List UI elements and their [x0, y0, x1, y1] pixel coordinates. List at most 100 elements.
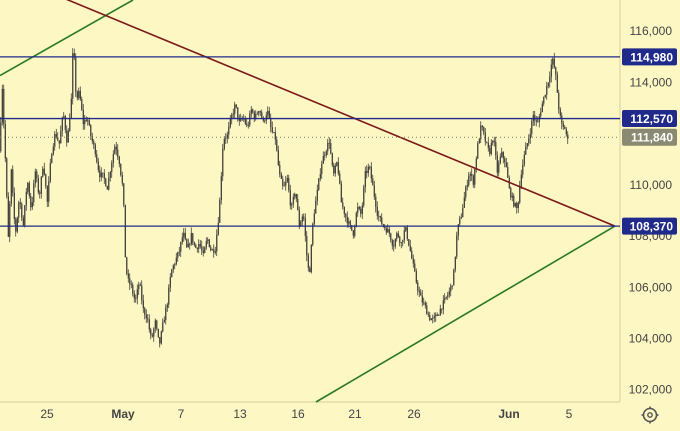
candle-body: [252, 109, 254, 113]
candle-body: [183, 232, 185, 238]
candle-body: [400, 242, 402, 244]
candle-body: [180, 242, 182, 252]
candle-body: [156, 320, 158, 329]
candle-body: [201, 246, 203, 251]
candle-body: [210, 247, 212, 251]
candle-body: [91, 136, 93, 142]
candle-body: [178, 251, 180, 253]
candle-body: [18, 202, 20, 218]
candle-body: [283, 185, 285, 187]
candle-body: [490, 143, 492, 154]
candle-body: [231, 114, 233, 120]
candle-body: [97, 161, 99, 171]
candle-body: [471, 174, 473, 176]
candle-body: [15, 219, 17, 232]
candle-body: [274, 132, 276, 140]
candle-body: [376, 206, 378, 216]
candle-body: [13, 192, 15, 220]
candle-body: [433, 316, 435, 318]
candle-body: [117, 149, 119, 157]
candle-body: [487, 142, 489, 149]
candle-body: [369, 166, 371, 168]
candle-body: [447, 294, 449, 297]
candle-body: [129, 278, 131, 285]
level-badge-3-label: 108,370: [630, 220, 674, 234]
candle-body: [349, 221, 351, 225]
candle-body: [31, 202, 33, 208]
candle-body: [429, 314, 431, 321]
candle-body: [216, 234, 218, 252]
candle-body: [405, 227, 407, 231]
candle-body: [517, 202, 519, 209]
candle-body: [423, 302, 425, 304]
candle-body: [219, 200, 221, 223]
candle-body: [165, 307, 167, 321]
candle-body: [49, 163, 51, 182]
candle-body: [51, 154, 53, 164]
candle-body: [244, 118, 246, 124]
candle-body: [45, 174, 47, 187]
chart-settings-button[interactable]: [639, 404, 661, 426]
candle-body: [448, 291, 450, 295]
x-tick-label: 26: [407, 407, 421, 421]
candle-body: [16, 217, 18, 232]
candle-body: [358, 206, 360, 209]
candle-body: [153, 328, 155, 337]
candle-body: [387, 229, 389, 233]
candle-body: [316, 189, 318, 201]
candle-body: [88, 120, 90, 126]
candle-body: [100, 172, 102, 178]
candle-body: [303, 216, 305, 219]
candle-body: [331, 153, 333, 166]
candle-body: [279, 164, 281, 174]
candle-body: [528, 138, 530, 144]
candle-body: [43, 168, 45, 175]
candle-body: [556, 74, 558, 93]
candle-body: [21, 203, 23, 218]
candle-body: [391, 240, 393, 246]
candle-body: [321, 163, 323, 174]
candle-body: [507, 167, 509, 178]
candle-body: [477, 143, 479, 159]
candle-body: [385, 228, 387, 233]
candle-body: [3, 88, 5, 125]
candle-body: [151, 335, 153, 337]
current-price-badge-label: 111,840: [631, 131, 673, 145]
candle-body: [307, 255, 309, 268]
candle-body: [481, 125, 483, 128]
candle-body: [79, 90, 81, 100]
candle-body: [264, 120, 266, 122]
candle-body: [70, 98, 72, 119]
candle-body: [169, 277, 171, 288]
candle-body: [427, 314, 429, 316]
candle-body: [172, 265, 174, 270]
candle-body: [213, 249, 215, 253]
y-tick-label: 104,000: [629, 331, 673, 345]
candle-body: [267, 110, 269, 116]
candle-body: [157, 328, 159, 338]
candle-body: [522, 164, 524, 175]
candle-body: [10, 169, 12, 204]
candle-body: [408, 239, 410, 246]
candle-body: [261, 112, 263, 118]
candle-body: [526, 143, 528, 147]
candle-body: [24, 205, 26, 226]
candle-body: [297, 198, 299, 211]
candle-body: [136, 289, 138, 299]
candle-body: [291, 204, 293, 206]
candle-body: [418, 290, 420, 293]
candle-body: [280, 173, 282, 179]
candle-body: [351, 224, 353, 231]
candle-body: [564, 126, 566, 130]
descending-resistance-line: [66, 0, 616, 227]
candle-body: [61, 117, 63, 131]
candle-body: [496, 155, 498, 173]
candle-body: [313, 213, 315, 224]
candle-body: [393, 245, 395, 247]
candle-body: [36, 171, 38, 179]
candle-body: [555, 67, 557, 75]
candle-body: [294, 194, 296, 197]
candle-body: [262, 117, 264, 121]
